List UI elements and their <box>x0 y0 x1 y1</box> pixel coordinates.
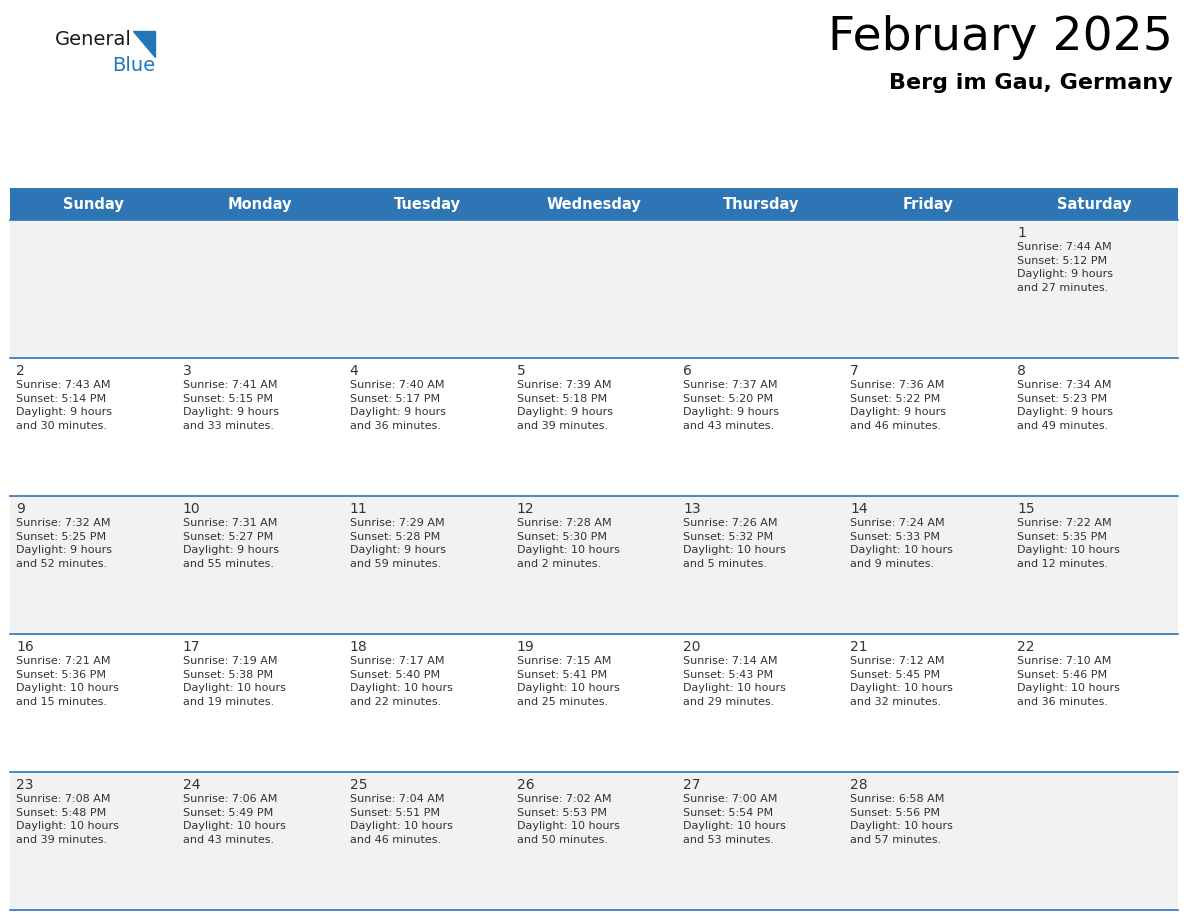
Text: 14: 14 <box>851 502 868 516</box>
Text: Sunrise: 7:08 AM
Sunset: 5:48 PM
Daylight: 10 hours
and 39 minutes.: Sunrise: 7:08 AM Sunset: 5:48 PM Dayligh… <box>15 794 119 845</box>
Text: 13: 13 <box>683 502 701 516</box>
Text: 15: 15 <box>1017 502 1035 516</box>
Text: Sunrise: 7:34 AM
Sunset: 5:23 PM
Daylight: 9 hours
and 49 minutes.: Sunrise: 7:34 AM Sunset: 5:23 PM Dayligh… <box>1017 380 1113 431</box>
Text: 18: 18 <box>349 640 367 654</box>
Text: 5: 5 <box>517 364 525 378</box>
Text: 12: 12 <box>517 502 535 516</box>
Text: Sunrise: 7:28 AM
Sunset: 5:30 PM
Daylight: 10 hours
and 2 minutes.: Sunrise: 7:28 AM Sunset: 5:30 PM Dayligh… <box>517 518 619 569</box>
Text: Sunrise: 7:14 AM
Sunset: 5:43 PM
Daylight: 10 hours
and 29 minutes.: Sunrise: 7:14 AM Sunset: 5:43 PM Dayligh… <box>683 656 786 707</box>
Text: Blue: Blue <box>112 56 154 75</box>
Text: Sunrise: 7:26 AM
Sunset: 5:32 PM
Daylight: 10 hours
and 5 minutes.: Sunrise: 7:26 AM Sunset: 5:32 PM Dayligh… <box>683 518 786 569</box>
Text: 11: 11 <box>349 502 367 516</box>
Text: Saturday: Saturday <box>1057 196 1132 211</box>
Text: Berg im Gau, Germany: Berg im Gau, Germany <box>890 73 1173 93</box>
Text: Sunrise: 7:39 AM
Sunset: 5:18 PM
Daylight: 9 hours
and 39 minutes.: Sunrise: 7:39 AM Sunset: 5:18 PM Dayligh… <box>517 380 613 431</box>
Text: 21: 21 <box>851 640 868 654</box>
Text: Sunrise: 7:29 AM
Sunset: 5:28 PM
Daylight: 9 hours
and 59 minutes.: Sunrise: 7:29 AM Sunset: 5:28 PM Dayligh… <box>349 518 446 569</box>
Text: Sunrise: 7:22 AM
Sunset: 5:35 PM
Daylight: 10 hours
and 12 minutes.: Sunrise: 7:22 AM Sunset: 5:35 PM Dayligh… <box>1017 518 1120 569</box>
Text: 20: 20 <box>683 640 701 654</box>
Text: Sunrise: 7:10 AM
Sunset: 5:46 PM
Daylight: 10 hours
and 36 minutes.: Sunrise: 7:10 AM Sunset: 5:46 PM Dayligh… <box>1017 656 1120 707</box>
Text: Sunrise: 7:36 AM
Sunset: 5:22 PM
Daylight: 9 hours
and 46 minutes.: Sunrise: 7:36 AM Sunset: 5:22 PM Dayligh… <box>851 380 947 431</box>
Text: Sunrise: 7:44 AM
Sunset: 5:12 PM
Daylight: 9 hours
and 27 minutes.: Sunrise: 7:44 AM Sunset: 5:12 PM Dayligh… <box>1017 242 1113 293</box>
Text: 19: 19 <box>517 640 535 654</box>
Text: 7: 7 <box>851 364 859 378</box>
Text: Sunrise: 7:37 AM
Sunset: 5:20 PM
Daylight: 9 hours
and 43 minutes.: Sunrise: 7:37 AM Sunset: 5:20 PM Dayligh… <box>683 380 779 431</box>
Text: Monday: Monday <box>228 196 292 211</box>
Text: February 2025: February 2025 <box>828 15 1173 60</box>
Text: 27: 27 <box>683 778 701 792</box>
Text: 23: 23 <box>15 778 33 792</box>
Text: Sunrise: 7:15 AM
Sunset: 5:41 PM
Daylight: 10 hours
and 25 minutes.: Sunrise: 7:15 AM Sunset: 5:41 PM Dayligh… <box>517 656 619 707</box>
Text: Sunrise: 7:31 AM
Sunset: 5:27 PM
Daylight: 9 hours
and 55 minutes.: Sunrise: 7:31 AM Sunset: 5:27 PM Dayligh… <box>183 518 279 569</box>
Text: 16: 16 <box>15 640 33 654</box>
Text: Sunrise: 7:19 AM
Sunset: 5:38 PM
Daylight: 10 hours
and 19 minutes.: Sunrise: 7:19 AM Sunset: 5:38 PM Dayligh… <box>183 656 286 707</box>
Bar <box>10 496 1178 634</box>
Text: General: General <box>55 30 132 49</box>
Text: Wednesday: Wednesday <box>546 196 642 211</box>
Text: Sunrise: 7:24 AM
Sunset: 5:33 PM
Daylight: 10 hours
and 9 minutes.: Sunrise: 7:24 AM Sunset: 5:33 PM Dayligh… <box>851 518 953 569</box>
Text: 9: 9 <box>15 502 25 516</box>
Text: 1: 1 <box>1017 226 1026 240</box>
Text: Sunday: Sunday <box>63 196 124 211</box>
Bar <box>10 634 1178 772</box>
Text: Sunrise: 7:17 AM
Sunset: 5:40 PM
Daylight: 10 hours
and 22 minutes.: Sunrise: 7:17 AM Sunset: 5:40 PM Dayligh… <box>349 656 453 707</box>
Text: Sunrise: 7:32 AM
Sunset: 5:25 PM
Daylight: 9 hours
and 52 minutes.: Sunrise: 7:32 AM Sunset: 5:25 PM Dayligh… <box>15 518 112 569</box>
Text: Sunrise: 6:58 AM
Sunset: 5:56 PM
Daylight: 10 hours
and 57 minutes.: Sunrise: 6:58 AM Sunset: 5:56 PM Dayligh… <box>851 794 953 845</box>
Text: 10: 10 <box>183 502 201 516</box>
Text: Sunrise: 7:41 AM
Sunset: 5:15 PM
Daylight: 9 hours
and 33 minutes.: Sunrise: 7:41 AM Sunset: 5:15 PM Dayligh… <box>183 380 279 431</box>
Text: 6: 6 <box>683 364 693 378</box>
Text: Sunrise: 7:43 AM
Sunset: 5:14 PM
Daylight: 9 hours
and 30 minutes.: Sunrise: 7:43 AM Sunset: 5:14 PM Dayligh… <box>15 380 112 431</box>
Text: 17: 17 <box>183 640 201 654</box>
Bar <box>10 772 1178 910</box>
Text: Sunrise: 7:21 AM
Sunset: 5:36 PM
Daylight: 10 hours
and 15 minutes.: Sunrise: 7:21 AM Sunset: 5:36 PM Dayligh… <box>15 656 119 707</box>
Text: Tuesday: Tuesday <box>393 196 461 211</box>
Text: Sunrise: 7:00 AM
Sunset: 5:54 PM
Daylight: 10 hours
and 53 minutes.: Sunrise: 7:00 AM Sunset: 5:54 PM Dayligh… <box>683 794 786 845</box>
Text: Sunrise: 7:12 AM
Sunset: 5:45 PM
Daylight: 10 hours
and 32 minutes.: Sunrise: 7:12 AM Sunset: 5:45 PM Dayligh… <box>851 656 953 707</box>
Text: 22: 22 <box>1017 640 1035 654</box>
Text: Thursday: Thursday <box>722 196 800 211</box>
Text: 3: 3 <box>183 364 191 378</box>
Text: 4: 4 <box>349 364 359 378</box>
Bar <box>10 358 1178 496</box>
Text: Friday: Friday <box>903 196 953 211</box>
Text: Sunrise: 7:02 AM
Sunset: 5:53 PM
Daylight: 10 hours
and 50 minutes.: Sunrise: 7:02 AM Sunset: 5:53 PM Dayligh… <box>517 794 619 845</box>
Text: 26: 26 <box>517 778 535 792</box>
Polygon shape <box>133 31 154 57</box>
Text: Sunrise: 7:40 AM
Sunset: 5:17 PM
Daylight: 9 hours
and 36 minutes.: Sunrise: 7:40 AM Sunset: 5:17 PM Dayligh… <box>349 380 446 431</box>
Bar <box>10 220 1178 358</box>
Text: Sunrise: 7:06 AM
Sunset: 5:49 PM
Daylight: 10 hours
and 43 minutes.: Sunrise: 7:06 AM Sunset: 5:49 PM Dayligh… <box>183 794 286 845</box>
Bar <box>10 188 1178 220</box>
Text: 28: 28 <box>851 778 868 792</box>
Text: Sunrise: 7:04 AM
Sunset: 5:51 PM
Daylight: 10 hours
and 46 minutes.: Sunrise: 7:04 AM Sunset: 5:51 PM Dayligh… <box>349 794 453 845</box>
Text: 2: 2 <box>15 364 25 378</box>
Text: 24: 24 <box>183 778 201 792</box>
Text: 8: 8 <box>1017 364 1026 378</box>
Text: 25: 25 <box>349 778 367 792</box>
